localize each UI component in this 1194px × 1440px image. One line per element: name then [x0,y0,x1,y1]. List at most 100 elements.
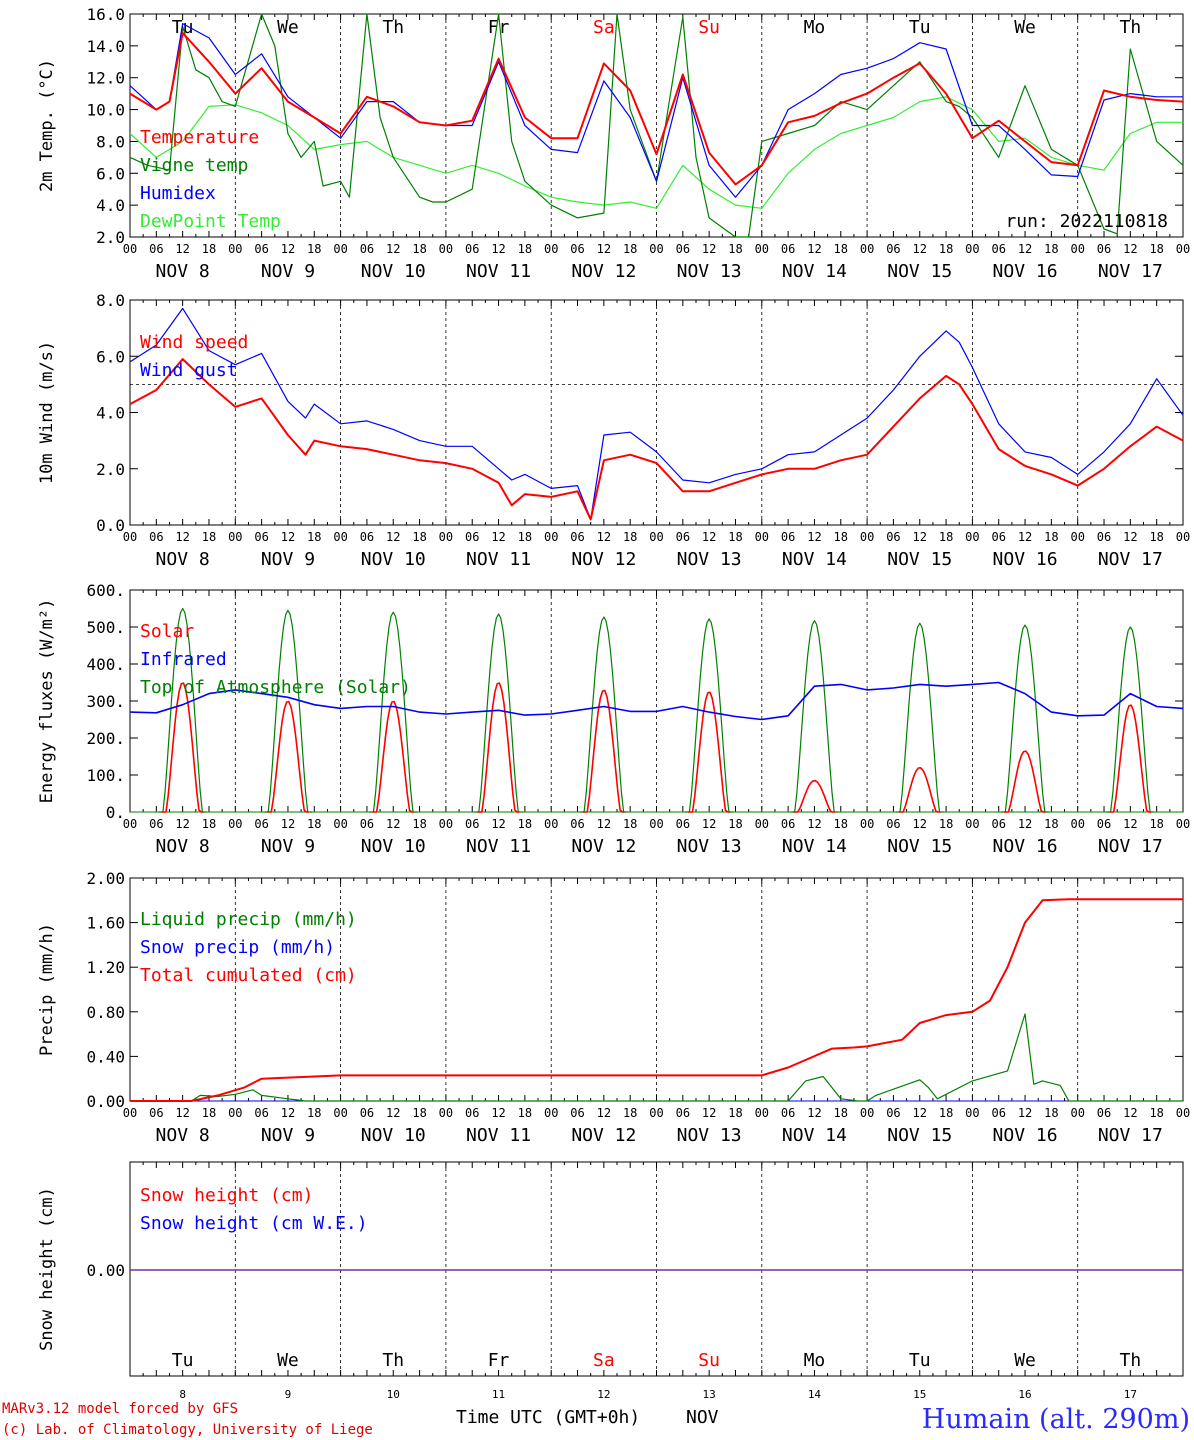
hour-tick-label: 12 [913,530,927,544]
y-tick-label: 300. [86,692,125,711]
y-tick-label: 0.00 [86,1092,125,1111]
hour-tick-label: 12 [702,242,716,256]
hour-tick-label: 06 [360,817,374,831]
hour-tick-label: 18 [518,242,532,256]
solar-curve [161,682,204,813]
y-tick-label: 1.60 [86,914,125,933]
hour-tick-label: 00 [1176,530,1190,544]
hour-tick-label: 00 [544,242,558,256]
hour-tick-label: 18 [1044,1106,1058,1120]
hour-tick-label: 00 [755,817,769,831]
hour-tick-label: 12 [913,817,927,831]
toa-solar-curve [263,609,313,813]
hour-tick-label: 00 [755,1106,769,1120]
hour-tick-label: 18 [834,817,848,831]
hour-tick-label: 18 [623,1106,637,1120]
hour-tick-label: 12 [1123,530,1137,544]
date-label: NOV 11 [466,1125,531,1146]
solar-curve [266,700,309,813]
hour-tick-label: 06 [781,530,795,544]
date-label: NOV 16 [993,261,1058,282]
hour-tick-label: 18 [623,242,637,256]
y-tick-label: 0.80 [86,1003,125,1022]
hour-tick-label: 18 [728,1106,742,1120]
date-label: NOV 13 [677,1125,742,1146]
hour-tick-label: 18 [728,817,742,831]
hour-tick-label: 18 [202,242,216,256]
solar-curve [477,682,520,813]
hour-tick-label: 12 [491,817,505,831]
hour-tick-label: 18 [412,530,426,544]
day-name-top: Fr [488,17,510,38]
hour-tick-label: 12 [491,242,505,256]
date-label: NOV 13 [677,836,742,857]
day-number: 16 [1018,1388,1031,1401]
hour-tick-label: 00 [439,1106,453,1120]
hour-tick-label: 06 [1097,242,1111,256]
date-label: NOV 9 [261,549,315,570]
hour-tick-label: 00 [544,530,558,544]
legend-temp-1: Vigne temp [140,155,248,176]
solar-curve [688,691,730,813]
hour-tick-label: 12 [913,1106,927,1120]
date-label: NOV 15 [887,549,952,570]
hour-tick-label: 06 [570,242,584,256]
day-name-bottom: Tu [909,1350,931,1371]
date-label: NOV 10 [361,549,426,570]
date-label: NOV 12 [571,836,636,857]
hour-tick-label: 06 [781,1106,795,1120]
hour-tick-label: 12 [597,1106,611,1120]
date-label: NOV 10 [361,261,426,282]
hour-tick-label: 12 [1123,242,1137,256]
hour-tick-label: 18 [307,1106,321,1120]
y-tick-label: 200. [86,729,125,748]
y-tick-label: 2.0 [96,460,125,479]
hour-tick-label: 12 [281,530,295,544]
day-name-top: Th [1120,17,1142,38]
day-number: 8 [179,1388,186,1401]
wind-gust-line [129,307,1184,521]
hour-tick-label: 00 [1070,530,1084,544]
hour-tick-label: 12 [1123,817,1137,831]
legend-energy-1: Infrared [140,649,227,670]
hour-tick-label: 06 [676,242,690,256]
day-name-bottom: We [277,1350,299,1371]
hour-tick-label: 12 [913,242,927,256]
lab-credit: (c) Lab. of Climatology, University of L… [2,1422,373,1438]
hour-tick-label: 12 [702,530,716,544]
hour-tick-label: 18 [202,817,216,831]
day-number: 12 [597,1388,610,1401]
run-label: run: 2022110818 [1005,211,1168,232]
hour-tick-label: 18 [1044,242,1058,256]
hour-tick-label: 06 [781,242,795,256]
hour-tick-label: 12 [1018,530,1032,544]
hour-tick-label: 12 [491,1106,505,1120]
hour-tick-label: 00 [228,530,242,544]
date-label: NOV 17 [1098,1125,1163,1146]
day-name-bottom: Sa [593,1350,615,1371]
panels-layer: 00 06 12 18 00 06 12 18 00 06 12 18 00 06 12 18 00 06 12 18… [37,5,1190,1401]
hour-tick-label: 00 [228,1106,242,1120]
hour-tick-label: 18 [834,1106,848,1120]
day-name-bottom: We [1014,1350,1036,1371]
hour-tick-label: 18 [202,530,216,544]
infrared-line [129,681,1184,721]
date-label: NOV 12 [571,261,636,282]
y-axis-label: 2m Temp. (°C) [37,59,57,192]
hour-tick-label: 06 [1097,530,1111,544]
hour-tick-label: 00 [1070,817,1084,831]
hour-tick-label: 00 [649,1106,663,1120]
day-number: 9 [285,1388,292,1401]
hour-tick-label: 18 [939,817,953,831]
y-tick-label: 500. [86,618,125,637]
y-tick-label: 0.00 [86,1261,125,1280]
hour-tick-label: 12 [1018,1106,1032,1120]
hour-tick-label: 00 [228,242,242,256]
hour-tick-label: 06 [886,530,900,544]
hour-tick-label: 06 [886,242,900,256]
hour-tick-label: 12 [281,1106,295,1120]
hour-tick-label: 06 [1097,1106,1111,1120]
hour-tick-label: 06 [360,1106,374,1120]
hour-tick-label: 18 [1149,242,1163,256]
hour-tick-label: 18 [728,242,742,256]
